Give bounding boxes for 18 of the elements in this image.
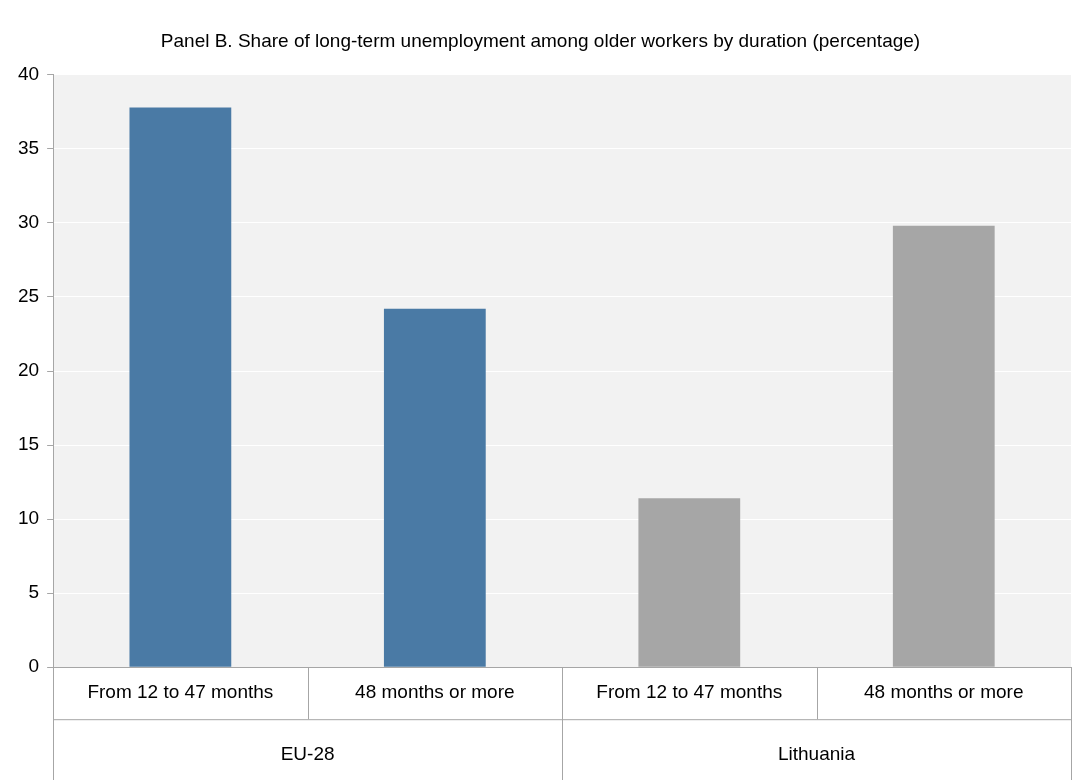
y-tick-label: 25: [17, 285, 40, 307]
y-tick-label: 10: [17, 507, 40, 529]
x-tick-label: From 12 to 47 months: [87, 680, 274, 702]
y-tick-label: 20: [17, 359, 40, 381]
bar: [129, 107, 232, 667]
text: Lithuania: [777, 743, 856, 765]
y-tick-label: 5: [28, 581, 40, 603]
y-tick-label: 0: [28, 655, 40, 677]
y-tick-label: 15: [17, 433, 40, 455]
y-tick-label: 40: [17, 63, 40, 85]
bar: [383, 308, 486, 667]
y-tick-label: 30: [17, 211, 40, 233]
x-tick-label: 48 months or more: [864, 680, 1024, 702]
text: EU-28: [280, 743, 335, 765]
chart-title: Panel B. Share of long-term unemployment among older workers by duration (percentage): [160, 29, 921, 51]
x-tick-label: From 12 to 47 months: [596, 680, 783, 702]
y-tick-label: 35: [17, 137, 40, 159]
x-tick-label: 48 months or more: [355, 680, 515, 702]
